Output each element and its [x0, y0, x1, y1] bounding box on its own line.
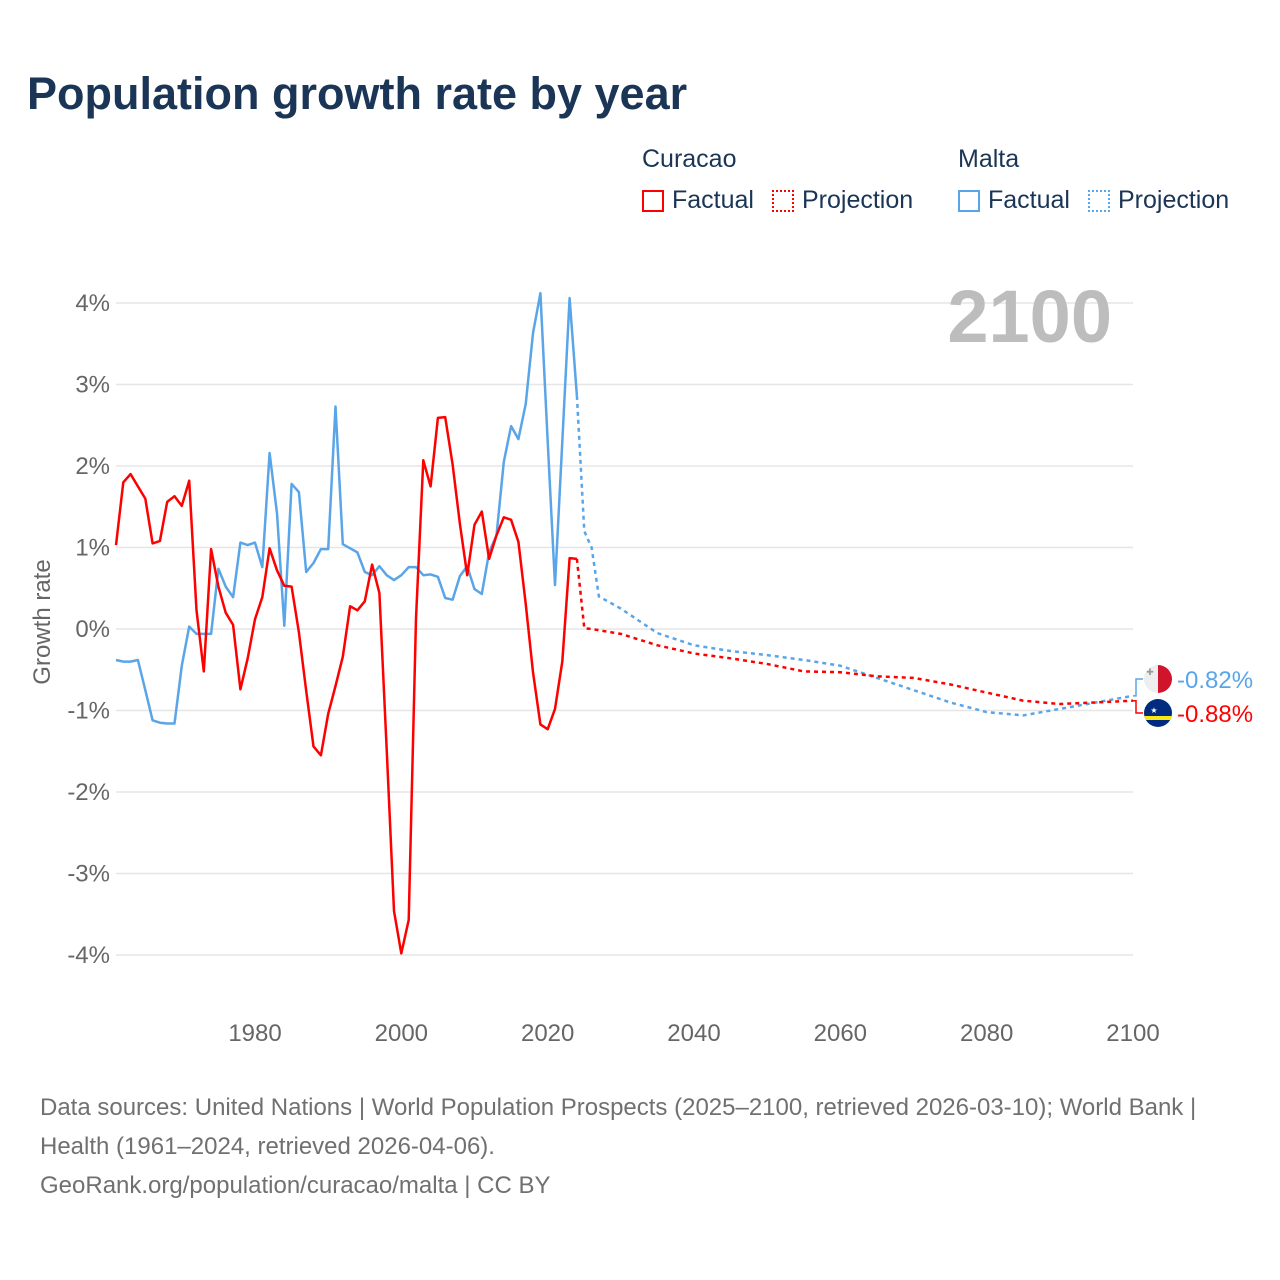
y-tick-label: 3%: [75, 372, 110, 399]
year-watermark: 2100: [947, 275, 1112, 358]
curacao-end-value: -0.88%: [1177, 701, 1253, 728]
legend-swatch-dotted: [771, 189, 794, 212]
legend-curacao-factual[interactable]: Factual: [642, 186, 754, 215]
x-tick-label: 2040: [667, 1020, 720, 1047]
footer: Data sources: United Nations | World Pop…: [40, 1088, 1240, 1205]
legend-malta-projection[interactable]: Projection: [1087, 186, 1230, 215]
legend-swatch-solid: [642, 189, 664, 212]
x-tick-label: 2100: [1106, 1020, 1159, 1047]
y-tick-label: 1%: [75, 535, 110, 562]
malta-factual-line: [115, 291, 579, 725]
x-tick-label: 2080: [960, 1020, 1013, 1047]
legend-curacao-projection[interactable]: Projection: [771, 186, 914, 215]
legend-malta-factual[interactable]: Factual: [958, 186, 1070, 215]
flag-yellow-stripe: [1144, 716, 1172, 720]
flag-star: ★: [1150, 706, 1157, 715]
legend-label: Projection: [1117, 186, 1230, 214]
flag-body: ★: [1144, 699, 1172, 727]
legend-swatch-solid: [958, 189, 980, 212]
x-tick-label: 2000: [375, 1020, 428, 1047]
flag-white-half: [1144, 665, 1158, 693]
x-tick-label: 2060: [814, 1020, 867, 1047]
legend-label: Factual: [672, 186, 754, 214]
curacao-factual-line: [114, 415, 578, 955]
y-tick-label: 0%: [75, 616, 110, 643]
credit-link[interactable]: GeoRank.org/population/curacao/malta | C…: [40, 1172, 551, 1199]
legend-label: Factual: [988, 186, 1070, 214]
legend-label: Projection: [801, 186, 914, 214]
curacao-flag-icon: ★: [1144, 699, 1172, 727]
y-tick-label: 2%: [75, 453, 110, 480]
x-tick-label: 1980: [228, 1020, 281, 1047]
y-tick-label: 4%: [75, 290, 110, 317]
malta-end-connector: [1133, 678, 1143, 697]
curacao-projection-line: [575, 558, 1134, 706]
malta-end-value: -0.82%: [1177, 667, 1253, 694]
y-tick-label: -1%: [67, 698, 110, 725]
curacao-end-connector: [1133, 699, 1143, 714]
malta-projection-line: [575, 395, 1134, 717]
flag-body: ✚: [1144, 665, 1172, 693]
flag-blue-field: [1144, 699, 1172, 727]
chart-title: Population growth rate by year: [27, 68, 688, 119]
legend-swatch-dotted: [1087, 189, 1110, 212]
y-tick-label: -2%: [67, 779, 110, 806]
legend-country-label: Malta: [958, 145, 1020, 173]
data-sources: Data sources: United Nations | World Pop…: [40, 1094, 1197, 1160]
y-tick-label: -4%: [67, 942, 110, 969]
legend-malta: Malta Factual Projection: [958, 145, 1247, 215]
flag-red-half: [1158, 665, 1172, 693]
legend-country-label: Curacao: [642, 145, 737, 173]
y-tick-label: -3%: [67, 861, 110, 888]
flag-cross: ✚: [1146, 667, 1154, 677]
malta-flag-icon: ✚: [1144, 665, 1172, 693]
y-axis-label: Growth rate: [29, 559, 56, 684]
legend-curacao: Curacao Factual Projection: [642, 145, 931, 215]
x-tick-label: 2020: [521, 1020, 574, 1047]
